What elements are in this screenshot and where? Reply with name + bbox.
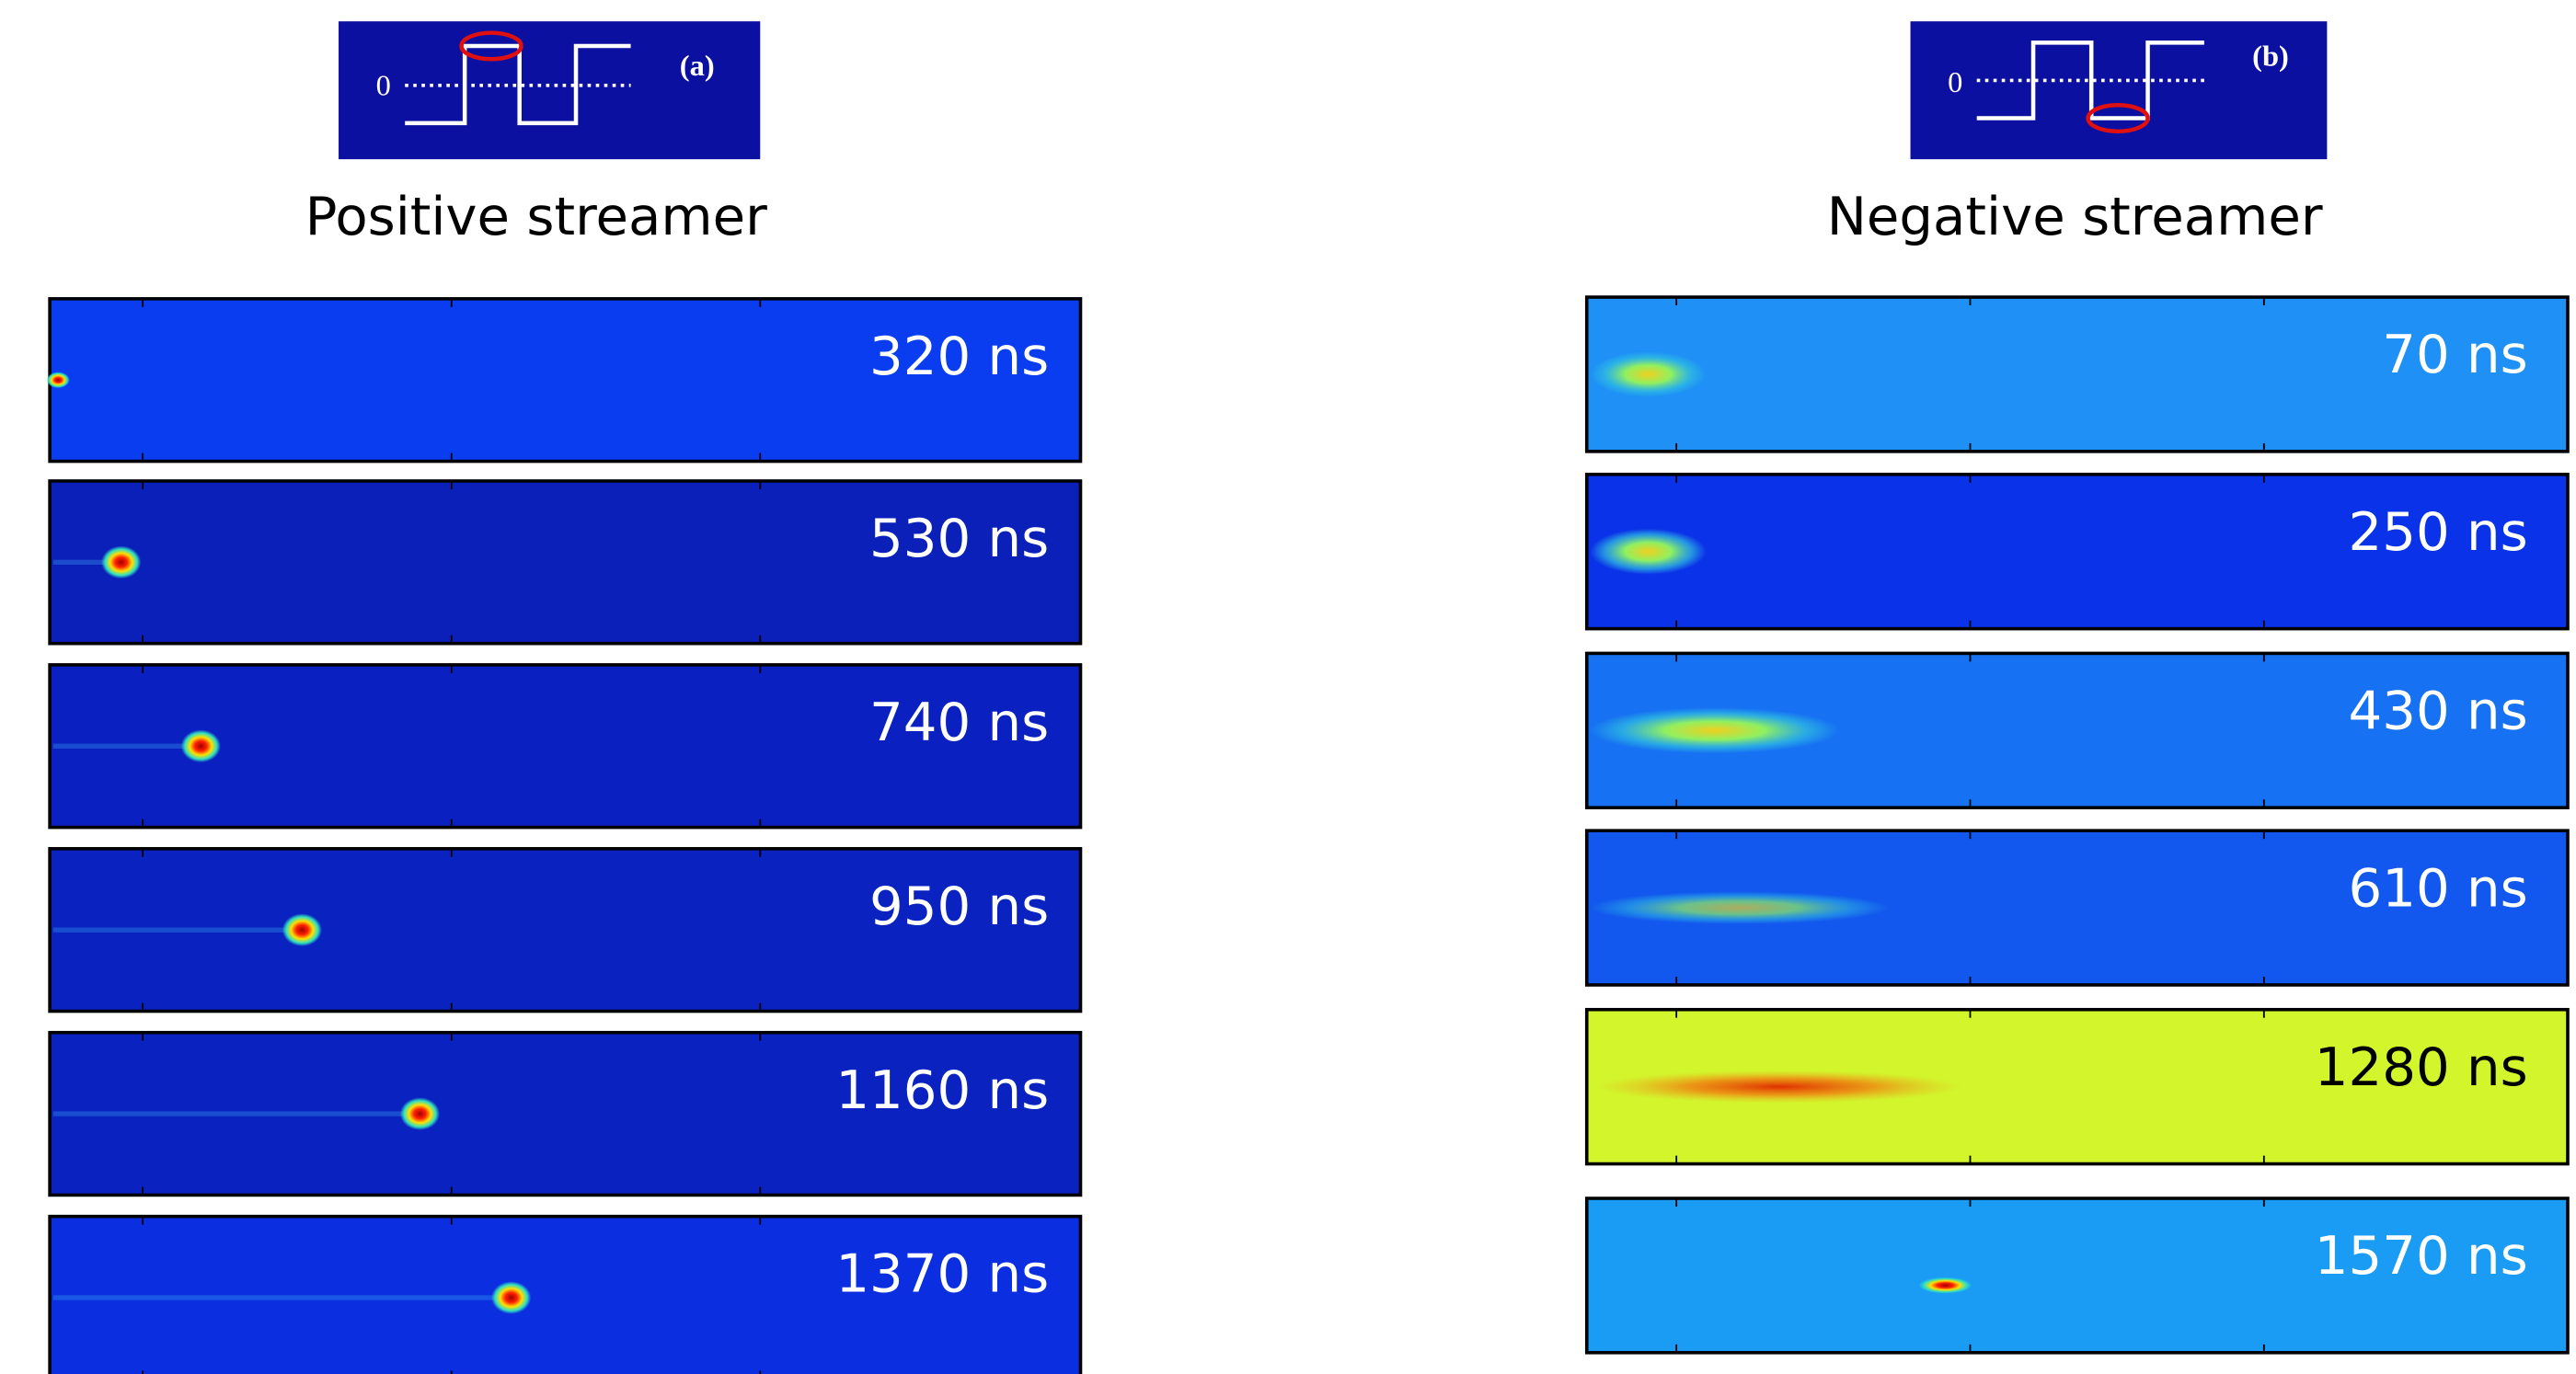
streamer-head <box>400 1097 440 1130</box>
time-label: 950 ns <box>869 876 1049 937</box>
streamer-plume <box>1590 351 1706 397</box>
panel-title: Positive streamer <box>305 187 768 248</box>
streamer-trail <box>53 1295 501 1300</box>
streamer-trail <box>53 1111 410 1116</box>
time-label: 1160 ns <box>835 1059 1049 1121</box>
streamer-head <box>101 545 141 578</box>
time-label: 530 ns <box>869 508 1049 569</box>
panel-title: Negative streamer <box>1827 187 2323 248</box>
panel-label: (a) <box>680 49 715 82</box>
time-label: 610 ns <box>2349 858 2528 920</box>
streamer-plume <box>1590 529 1706 575</box>
time-label: 430 ns <box>2349 681 2528 742</box>
streamer-head <box>282 913 322 946</box>
panel-label: (b) <box>2252 40 2289 73</box>
streamer-trail <box>53 927 293 932</box>
figure: 0 (a) 0 (b) Positive streamer Negative s… <box>0 0 2576 1374</box>
time-label: 1570 ns <box>2315 1225 2528 1287</box>
time-label: 250 ns <box>2349 501 2528 563</box>
zero-label: 0 <box>1948 65 1962 98</box>
streamer-head <box>47 372 70 388</box>
streamer-head <box>181 729 221 762</box>
time-label: 1370 ns <box>835 1243 1049 1305</box>
inset-a: 0 (a) <box>339 21 760 159</box>
streamer-head <box>1919 1277 1972 1294</box>
time-label: 320 ns <box>869 326 1049 387</box>
time-label: 1280 ns <box>2315 1036 2528 1098</box>
streamer-trail <box>53 744 191 749</box>
streamer-plume <box>1590 707 1839 753</box>
time-label: 70 ns <box>2382 324 2527 385</box>
streamer-plume <box>1590 891 1889 924</box>
time-label: 740 ns <box>869 692 1049 753</box>
streamer-head <box>491 1281 531 1314</box>
streamer-plume <box>1597 1071 1962 1104</box>
inset-b: 0 (b) <box>1911 21 2328 159</box>
zero-label: 0 <box>376 69 391 102</box>
